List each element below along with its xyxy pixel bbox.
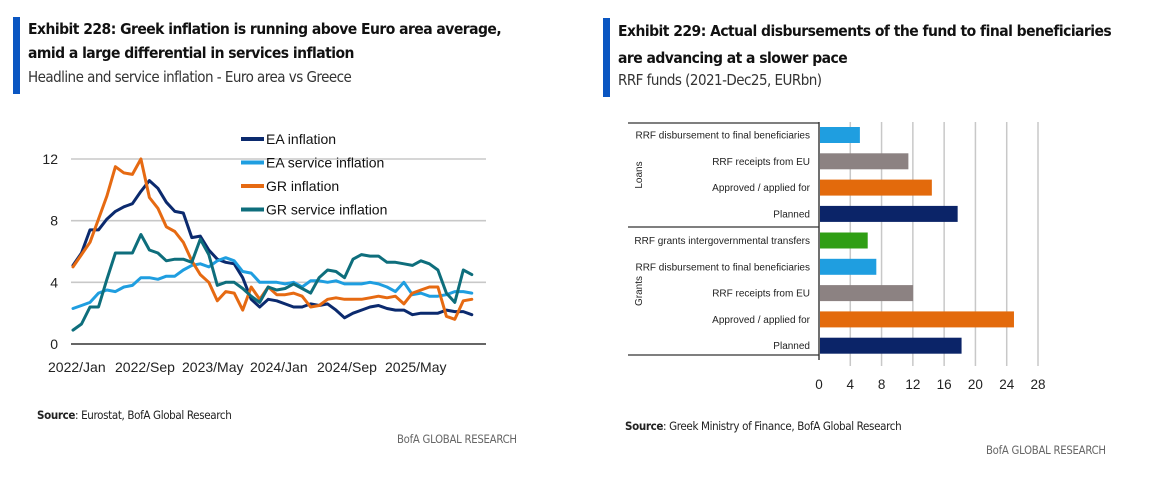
bar-grants-4 bbox=[820, 311, 1014, 328]
legend-label: EA service inflation bbox=[266, 155, 384, 171]
legend-label: GR service inflation bbox=[266, 202, 387, 218]
bar-grants-2 bbox=[820, 258, 877, 275]
bar-grants-1 bbox=[820, 232, 868, 249]
x-tick-label: 2024/Sep bbox=[317, 359, 377, 375]
category-label: RRF grants intergovernmental transfers bbox=[634, 236, 810, 247]
x-tick-label: 24 bbox=[999, 377, 1015, 392]
bar-grants-3 bbox=[820, 285, 914, 302]
left-source-label: Source bbox=[37, 408, 76, 422]
legend-item: EA service inflation bbox=[241, 155, 384, 171]
x-tick-label: 28 bbox=[1030, 377, 1045, 392]
legend-item: GR inflation bbox=[241, 178, 339, 194]
bar-loans-3 bbox=[820, 179, 932, 196]
legend-item: EA inflation bbox=[241, 131, 336, 147]
bar-grants-5 bbox=[820, 337, 962, 354]
x-tick-label: 4 bbox=[847, 377, 855, 392]
right-source-label: Source bbox=[625, 419, 664, 433]
group-label-grants: Grants bbox=[634, 276, 645, 306]
x-tick-label: 2025/May bbox=[385, 359, 446, 375]
right-brand: BofA GLOBAL RESEARCH bbox=[986, 443, 1106, 457]
x-tick-label: 0 bbox=[815, 377, 823, 392]
category-label: RRF receipts from EU bbox=[712, 289, 810, 300]
y-tick-label: 12 bbox=[42, 151, 58, 167]
bar-chart: 0 4 8 12 16 20 24 28 Loans RRF disbursement to fi… bbox=[628, 122, 1046, 392]
right-source-text: : Greek Ministry of Finance, BofA Global… bbox=[663, 419, 902, 433]
series-line-ea-inflation bbox=[71, 179, 474, 320]
x-tick-label: 2024/Jan bbox=[250, 359, 308, 375]
x-tick-label: 8 bbox=[878, 377, 886, 392]
category-label: Approved / applied for bbox=[712, 315, 811, 326]
right-exhibit-subtitle: RRF funds (2021-Dec25, EURbn) bbox=[618, 71, 822, 89]
line-chart: 0 4 8 12 2022/Jan 2022/Sep 2023/May 2024/Jan 202… bbox=[42, 131, 486, 375]
legend-item: GR service inflation bbox=[241, 202, 387, 218]
right-exhibit-title-line1: Exhibit 229: Actual disbursements of the… bbox=[618, 22, 1112, 40]
left-exhibit-title-line1: Exhibit 228: Greek inflation is running … bbox=[28, 20, 502, 38]
bar-loans-1 bbox=[820, 127, 860, 143]
y-tick-label: 8 bbox=[50, 213, 58, 229]
right-accent-bar bbox=[603, 18, 610, 97]
category-label: Approved / applied for bbox=[712, 183, 811, 194]
left-source: Source: Eurostat, BofA Global Research bbox=[37, 408, 232, 422]
category-label: RRF disbursement to final beneficiaries bbox=[635, 262, 810, 273]
right-source: Source: Greek Ministry of Finance, BofA … bbox=[625, 419, 902, 433]
bar-loans-2 bbox=[820, 153, 909, 170]
legend-label: EA inflation bbox=[266, 131, 336, 147]
x-tick-label: 20 bbox=[968, 377, 983, 392]
x-tick-label: 16 bbox=[937, 377, 952, 392]
left-exhibit-subtitle: Headline and service inflation - Euro ar… bbox=[28, 68, 352, 86]
left-source-text: : Eurostat, BofA Global Research bbox=[75, 408, 232, 422]
y-tick-label: 4 bbox=[50, 274, 58, 290]
left-accent-bar bbox=[13, 17, 20, 94]
x-tick-label: 2022/Sep bbox=[115, 359, 175, 375]
category-label: RRF disbursement to final beneficiaries bbox=[635, 131, 810, 142]
group-label-loans: Loans bbox=[634, 161, 645, 188]
series-line-gr-service-inflation bbox=[71, 233, 474, 332]
y-tick-label: 0 bbox=[50, 336, 58, 352]
series-line-ea-service-inflation bbox=[71, 256, 474, 310]
category-label: RRF receipts from EU bbox=[712, 157, 810, 168]
category-label: Planned bbox=[773, 209, 810, 220]
right-exhibit-title-line2: are advancing at a slower pace bbox=[618, 49, 848, 67]
bar-loans-4 bbox=[820, 205, 958, 222]
x-tick-label: 12 bbox=[905, 377, 920, 392]
category-label: Planned bbox=[773, 341, 810, 352]
left-exhibit-title-line2: amid a large differential in services in… bbox=[28, 44, 354, 62]
series-line-gr-inflation bbox=[71, 157, 474, 321]
x-tick-label: 2023/May bbox=[182, 359, 243, 375]
legend-label: GR inflation bbox=[266, 178, 339, 194]
left-brand: BofA GLOBAL RESEARCH bbox=[397, 432, 517, 446]
x-tick-label: 2022/Jan bbox=[48, 359, 106, 375]
